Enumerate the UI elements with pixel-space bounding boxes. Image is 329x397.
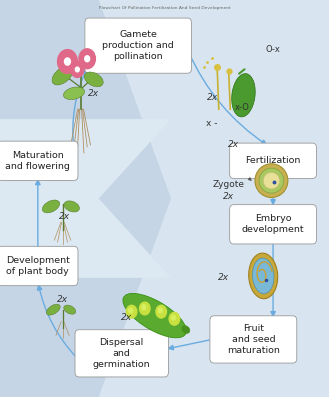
Text: Embryo
development: Embryo development xyxy=(242,214,304,234)
Ellipse shape xyxy=(42,200,60,213)
Ellipse shape xyxy=(64,305,76,314)
Circle shape xyxy=(169,312,180,325)
Text: Zygote: Zygote xyxy=(213,180,245,189)
Circle shape xyxy=(85,56,89,62)
Text: Fruit
and seed
maturation: Fruit and seed maturation xyxy=(227,324,280,355)
Ellipse shape xyxy=(64,201,79,212)
Ellipse shape xyxy=(255,164,288,197)
FancyArrowPatch shape xyxy=(239,69,244,74)
Ellipse shape xyxy=(46,304,60,315)
Ellipse shape xyxy=(84,72,103,87)
Circle shape xyxy=(158,308,162,313)
Text: 2x: 2x xyxy=(88,89,99,98)
FancyBboxPatch shape xyxy=(210,316,297,363)
Circle shape xyxy=(75,67,79,72)
Ellipse shape xyxy=(52,66,73,85)
FancyBboxPatch shape xyxy=(230,205,316,244)
Circle shape xyxy=(139,302,150,315)
Text: x -: x - xyxy=(207,119,218,127)
Circle shape xyxy=(79,49,95,69)
Ellipse shape xyxy=(252,258,274,294)
Ellipse shape xyxy=(123,293,186,338)
Ellipse shape xyxy=(263,172,280,189)
Circle shape xyxy=(142,305,146,310)
Text: 2x: 2x xyxy=(207,93,218,102)
FancyBboxPatch shape xyxy=(230,143,316,179)
Polygon shape xyxy=(99,0,329,397)
Ellipse shape xyxy=(63,87,85,100)
Ellipse shape xyxy=(182,326,190,333)
Text: 2x: 2x xyxy=(121,313,132,322)
Text: Development
of plant body: Development of plant body xyxy=(6,256,70,276)
Ellipse shape xyxy=(259,168,284,193)
Circle shape xyxy=(126,305,137,318)
FancyBboxPatch shape xyxy=(0,141,78,180)
Circle shape xyxy=(64,58,70,65)
Text: 2x: 2x xyxy=(218,274,229,282)
Text: 2x: 2x xyxy=(228,141,239,149)
Text: Fertilization: Fertilization xyxy=(245,156,301,165)
Text: O-x: O-x xyxy=(266,45,281,54)
Text: Gamete
production and
pollination: Gamete production and pollination xyxy=(102,30,174,61)
FancyBboxPatch shape xyxy=(85,18,191,73)
Text: 2x: 2x xyxy=(57,295,68,304)
Circle shape xyxy=(71,62,84,77)
Text: x-O: x-O xyxy=(234,103,249,112)
Text: 2x: 2x xyxy=(223,192,234,201)
Text: Maturation
and flowering: Maturation and flowering xyxy=(5,151,70,171)
Text: 2x: 2x xyxy=(59,212,70,221)
FancyBboxPatch shape xyxy=(0,246,78,286)
Circle shape xyxy=(171,315,175,320)
Ellipse shape xyxy=(249,253,278,299)
Ellipse shape xyxy=(232,73,255,117)
Circle shape xyxy=(58,50,77,73)
Text: Flowchart Of Pollination Fertilization And Seed Development: Flowchart Of Pollination Fertilization A… xyxy=(99,6,230,10)
FancyBboxPatch shape xyxy=(75,330,168,377)
Circle shape xyxy=(129,308,133,313)
Text: Dispersal
and
germination: Dispersal and germination xyxy=(93,338,151,369)
Polygon shape xyxy=(0,119,171,278)
Circle shape xyxy=(156,305,166,318)
